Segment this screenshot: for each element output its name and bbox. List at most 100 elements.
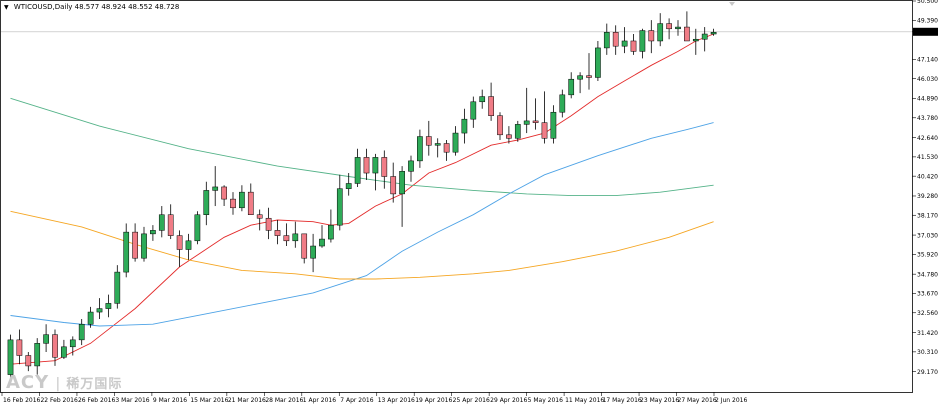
candle-body-bullish — [185, 240, 192, 250]
candle — [577, 72, 583, 94]
x-tick-label: 7 Apr 2016 — [340, 397, 373, 404]
x-tick-label: 19 Apr 2016 — [415, 397, 452, 404]
candle-body-bearish — [586, 75, 592, 78]
candle-body-bearish — [684, 26, 690, 42]
candle-body-bullish — [7, 339, 14, 375]
candle-body-bullish — [470, 101, 477, 120]
candle-body-bearish — [381, 157, 388, 177]
candle-body-bullish — [34, 343, 41, 367]
candle-body-bullish — [69, 339, 76, 348]
candle — [7, 334, 14, 382]
candle — [514, 120, 521, 142]
candle-body-bullish — [105, 303, 112, 309]
y-tick-label: 37.030 — [917, 232, 938, 239]
y-tick-label: 47.140 — [917, 57, 938, 64]
candle — [479, 89, 486, 109]
y-tick-label: 29.170 — [917, 369, 938, 376]
candle — [470, 96, 477, 128]
candle — [61, 339, 67, 359]
time-axis[interactable]: 16 Feb 2016 22 Feb 2016 26 Feb 2016 3 Mar 2… — [1, 392, 747, 404]
candle — [132, 223, 138, 262]
candle — [34, 338, 41, 375]
candle — [301, 233, 308, 264]
candle — [69, 336, 76, 356]
candle-body-bullish — [461, 118, 468, 134]
candle — [701, 27, 708, 52]
candle — [247, 183, 254, 215]
symbol-label: WTICOUSD,Daily — [13, 3, 73, 11]
candle-body-bullish — [559, 94, 566, 113]
candle-body-bullish — [158, 214, 165, 231]
y-tick-label: 31.420 — [917, 330, 938, 337]
candle-body-bullish — [479, 96, 486, 103]
x-tick-label: 25 Apr 2016 — [453, 397, 490, 404]
candle — [603, 23, 610, 55]
candle-body-bullish — [61, 346, 67, 358]
candle-body-bearish — [265, 217, 272, 231]
x-tick-label: 16 Feb 2016 — [3, 397, 41, 404]
candle-body-bullish — [319, 238, 325, 247]
candle-body-bullish — [78, 323, 85, 341]
current-price-label: 48.728 — [917, 29, 938, 36]
candle-body-bearish — [648, 30, 655, 42]
chart-title: ▼ WTICOUSD,Daily 48.577 48.924 48.552 48… — [4, 3, 179, 11]
candle-body-bullish — [310, 245, 316, 259]
moving-averages — [10, 33, 714, 365]
price-axis[interactable]: 50.500 49.390 48.728 47.140 46.030 44.890 43.7… — [912, 0, 938, 376]
candle-body-bullish — [595, 47, 601, 78]
current-price-tag — [913, 27, 938, 36]
candle — [274, 219, 281, 245]
candle-body-bullish — [292, 233, 299, 242]
y-tick-label: 46.030 — [917, 76, 938, 83]
candle — [488, 82, 494, 121]
candle-body-bullish — [550, 111, 557, 139]
candle — [283, 223, 290, 247]
candle — [559, 89, 566, 118]
y-tick-label: 44.890 — [917, 96, 938, 103]
candle — [363, 148, 370, 180]
x-tick-label: 21 Mar 2016 — [228, 397, 266, 404]
candle — [292, 221, 299, 248]
candle-body-bullish — [408, 160, 414, 172]
candle — [497, 112, 503, 141]
triangle-down-icon[interactable]: ▼ — [4, 4, 9, 11]
y-tick-label: 35.920 — [917, 252, 938, 259]
candle-body-bullish — [328, 224, 334, 240]
candle-body-bullish — [212, 186, 219, 191]
candles — [7, 11, 717, 382]
candle — [710, 28, 717, 36]
candle — [96, 298, 103, 320]
candle — [523, 87, 530, 134]
candle — [319, 225, 325, 248]
x-tick-label: 23 May 2016 — [640, 397, 679, 404]
candle — [256, 209, 263, 231]
candle — [203, 181, 210, 226]
candle-body-bullish — [194, 214, 201, 242]
y-tick-label: 30.310 — [917, 349, 938, 356]
candle — [221, 185, 227, 207]
watermark-brand: ACY — [6, 372, 50, 393]
candle-body-bullish — [203, 190, 210, 215]
candle-body-bullish — [701, 33, 708, 40]
candle-body-bearish — [301, 233, 308, 259]
candle-body-bullish — [114, 271, 121, 304]
x-tick-label: 15 Mar 2016 — [190, 397, 228, 404]
candle-body-bearish — [283, 235, 290, 242]
candle-body-bullish — [345, 183, 352, 189]
chart-shift-marker-icon[interactable] — [729, 2, 735, 6]
candle — [612, 25, 619, 55]
candle-body-bearish — [176, 235, 183, 250]
candle-body-bullish — [621, 40, 628, 47]
candle — [639, 28, 646, 59]
candle-body-bullish — [639, 30, 646, 52]
candle-body-bullish — [150, 230, 156, 235]
candle — [43, 324, 49, 353]
candle — [452, 126, 459, 156]
x-tick-label: 17 May 2016 — [603, 397, 642, 404]
y-tick-label: 33.670 — [917, 291, 938, 298]
x-tick-label: 9 Mar 2016 — [153, 397, 187, 404]
candle — [666, 18, 672, 40]
candle-body-bearish — [425, 136, 432, 146]
candle — [425, 120, 432, 156]
